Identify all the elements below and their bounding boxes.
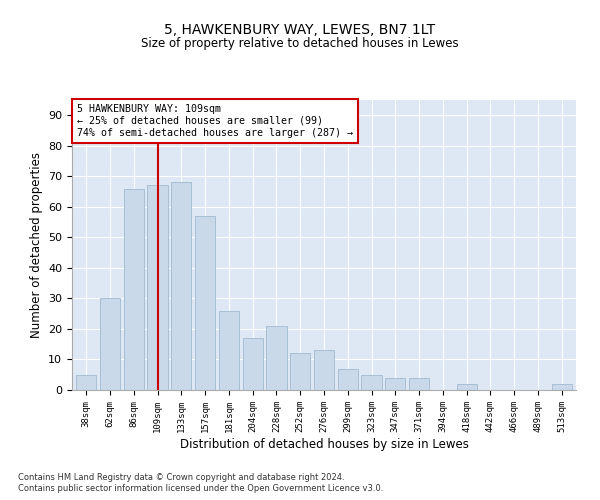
Bar bbox=[148, 186, 167, 390]
Bar bbox=[290, 354, 310, 390]
Y-axis label: Number of detached properties: Number of detached properties bbox=[29, 152, 43, 338]
Bar bbox=[314, 350, 334, 390]
Bar bbox=[76, 374, 97, 390]
Bar bbox=[409, 378, 429, 390]
Text: 5, HAWKENBURY WAY, LEWES, BN7 1LT: 5, HAWKENBURY WAY, LEWES, BN7 1LT bbox=[164, 22, 436, 36]
Bar bbox=[124, 188, 144, 390]
Text: Contains public sector information licensed under the Open Government Licence v3: Contains public sector information licen… bbox=[18, 484, 383, 493]
Text: Contains HM Land Registry data © Crown copyright and database right 2024.: Contains HM Land Registry data © Crown c… bbox=[18, 472, 344, 482]
Bar bbox=[361, 374, 382, 390]
Bar bbox=[100, 298, 120, 390]
Bar bbox=[266, 326, 287, 390]
Bar bbox=[219, 310, 239, 390]
Bar bbox=[171, 182, 191, 390]
Bar bbox=[338, 368, 358, 390]
Bar bbox=[551, 384, 572, 390]
Bar bbox=[242, 338, 263, 390]
Bar bbox=[195, 216, 215, 390]
Bar bbox=[385, 378, 406, 390]
X-axis label: Distribution of detached houses by size in Lewes: Distribution of detached houses by size … bbox=[179, 438, 469, 450]
Bar bbox=[457, 384, 477, 390]
Text: 5 HAWKENBURY WAY: 109sqm
← 25% of detached houses are smaller (99)
74% of semi-d: 5 HAWKENBURY WAY: 109sqm ← 25% of detach… bbox=[77, 104, 353, 138]
Text: Size of property relative to detached houses in Lewes: Size of property relative to detached ho… bbox=[141, 38, 459, 51]
